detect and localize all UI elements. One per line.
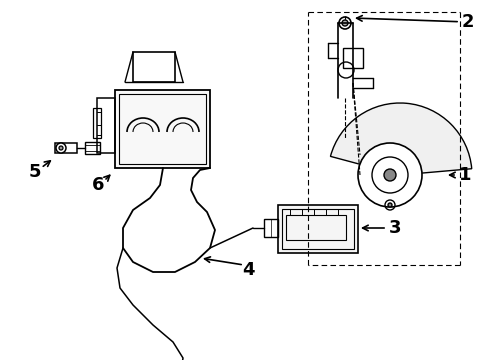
Circle shape [342,20,348,26]
Bar [85,142,100,154]
Text: 1: 1 [459,166,471,184]
Bar [278,205,358,253]
Bar [93,108,101,138]
Text: 2: 2 [462,13,474,31]
Bar [286,215,346,240]
Circle shape [384,169,396,181]
Circle shape [59,146,63,150]
Bar [55,143,77,153]
Bar [119,94,206,164]
Text: 5: 5 [29,163,41,181]
Bar [97,98,115,153]
Wedge shape [330,103,472,175]
Bar [133,52,175,82]
Bar [264,219,278,237]
Bar [115,90,210,168]
Circle shape [358,143,422,207]
Circle shape [56,143,66,153]
Text: 6: 6 [92,176,104,194]
Bar [282,209,354,249]
Circle shape [339,17,351,29]
Text: 4: 4 [242,261,254,279]
Circle shape [388,203,392,207]
Bar [343,48,363,68]
Text: 3: 3 [389,219,401,237]
